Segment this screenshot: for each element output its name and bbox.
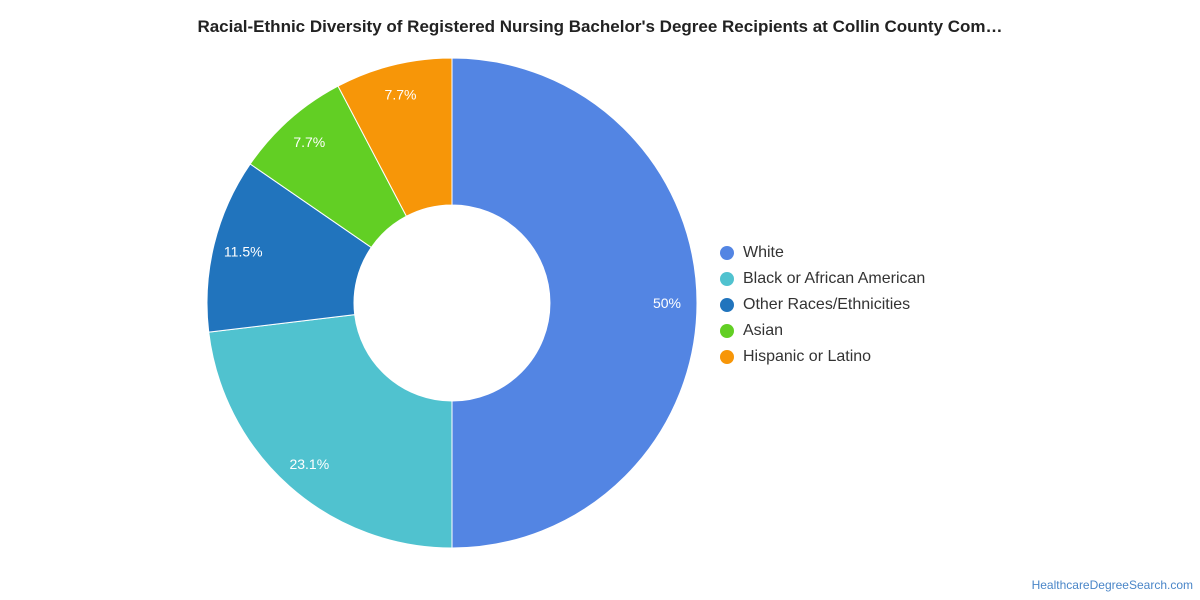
legend-label: Hispanic or Latino bbox=[743, 348, 872, 365]
slice-value-label: 7.7% bbox=[293, 134, 325, 150]
slices-layer bbox=[206, 57, 698, 549]
legend-label: Other Races/Ethnicities bbox=[743, 296, 911, 313]
slice-value-label: 23.1% bbox=[289, 456, 329, 472]
slice-value-label: 7.7% bbox=[385, 86, 417, 102]
legend-label: Asian bbox=[743, 322, 784, 339]
labels-layer: 50% 23.1% 11.5% 7.7% 7.7% bbox=[224, 86, 681, 472]
legend-item[interactable]: Asian bbox=[720, 318, 925, 344]
legend-item[interactable]: White bbox=[720, 240, 925, 266]
legend-swatch bbox=[720, 324, 734, 338]
source-credit[interactable]: HealthcareDegreeSearch.com bbox=[1031, 578, 1193, 592]
slice-white[interactable] bbox=[451, 57, 698, 549]
legend-item[interactable]: Hispanic or Latino bbox=[720, 344, 925, 370]
chart-title: Racial-Ethnic Diversity of Registered Nu… bbox=[197, 17, 1003, 36]
legend-swatch bbox=[720, 350, 734, 364]
legend-swatch bbox=[720, 298, 734, 312]
slice-hispanic-or-latino[interactable] bbox=[337, 57, 453, 217]
legend-item[interactable]: Other Races/Ethnicities bbox=[720, 292, 925, 318]
slice-value-label: 11.5% bbox=[224, 243, 263, 259]
slice-black-or-african-american[interactable] bbox=[208, 314, 453, 549]
legend-label: Black or African American bbox=[743, 270, 926, 287]
legend-label: White bbox=[743, 244, 784, 261]
slice-other-races-ethnicities[interactable] bbox=[206, 163, 372, 333]
legend-item[interactable]: Black or African American bbox=[720, 266, 925, 292]
legend-swatch bbox=[720, 272, 734, 286]
legend-swatch bbox=[720, 246, 734, 260]
legend: White Black or African American Other Race… bbox=[720, 240, 925, 370]
slice-value-label: 50% bbox=[653, 295, 681, 311]
